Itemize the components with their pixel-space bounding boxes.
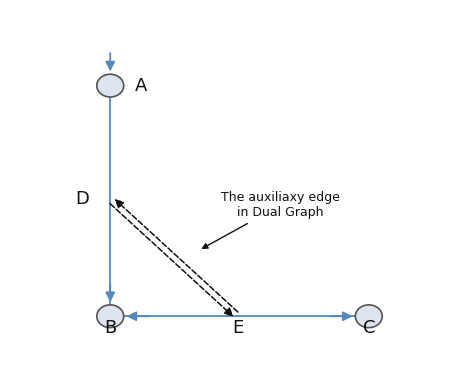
Text: D: D [75,191,89,209]
Text: The auxiliaxy edge
in Dual Graph: The auxiliaxy edge in Dual Graph [202,191,340,248]
Text: E: E [232,319,244,337]
Text: C: C [362,319,375,337]
Text: B: B [104,319,117,337]
Circle shape [356,305,382,328]
Text: A: A [135,77,148,95]
Circle shape [97,305,124,328]
Circle shape [97,74,124,97]
